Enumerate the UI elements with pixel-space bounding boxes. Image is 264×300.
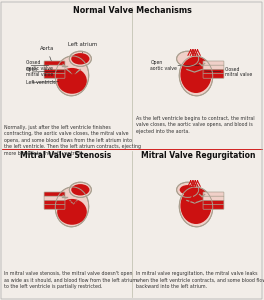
Text: Mitral Valve Stenosis: Mitral Valve Stenosis (20, 151, 112, 160)
Ellipse shape (57, 68, 87, 94)
Text: In mitral valve regurgitation, the mitral valve leaks
when the left ventricle co: In mitral valve regurgitation, the mitra… (136, 271, 264, 289)
FancyBboxPatch shape (203, 196, 224, 201)
FancyBboxPatch shape (203, 65, 224, 70)
Ellipse shape (180, 56, 211, 93)
FancyBboxPatch shape (203, 200, 224, 205)
FancyBboxPatch shape (44, 61, 65, 66)
Text: Left ventricle: Left ventricle (26, 80, 56, 85)
Ellipse shape (71, 184, 89, 196)
FancyBboxPatch shape (44, 192, 65, 197)
FancyBboxPatch shape (44, 205, 65, 209)
Ellipse shape (177, 51, 199, 66)
Ellipse shape (179, 56, 213, 96)
FancyBboxPatch shape (203, 205, 224, 209)
Ellipse shape (177, 182, 199, 197)
Text: Closed
mitral valve: Closed mitral valve (225, 67, 252, 77)
FancyBboxPatch shape (203, 192, 224, 197)
Text: Mitral Valve Regurgitation: Mitral Valve Regurgitation (141, 151, 255, 160)
Ellipse shape (69, 51, 91, 66)
Ellipse shape (180, 185, 196, 195)
FancyBboxPatch shape (44, 74, 65, 78)
Text: Aorta: Aorta (40, 46, 54, 61)
Text: As the left ventricle begins to contract, the mitral
valve closes, the aortic va: As the left ventricle begins to contract… (136, 116, 254, 134)
Text: Open
aortic valve: Open aortic valve (150, 60, 177, 71)
Text: Closed
aortic valve: Closed aortic valve (26, 60, 53, 71)
Text: In mitral valve stenosis, the mitral valve doesn't open
as wide as it should, an: In mitral valve stenosis, the mitral val… (4, 271, 137, 289)
Text: Left atrium: Left atrium (68, 42, 97, 53)
Ellipse shape (69, 182, 91, 197)
FancyBboxPatch shape (44, 69, 65, 74)
FancyBboxPatch shape (44, 65, 65, 70)
FancyBboxPatch shape (44, 200, 65, 205)
Text: Open
mitral valve: Open mitral valve (26, 67, 53, 77)
Ellipse shape (55, 56, 89, 96)
Ellipse shape (55, 187, 89, 227)
FancyBboxPatch shape (203, 69, 224, 74)
Ellipse shape (180, 188, 211, 224)
Ellipse shape (71, 53, 89, 64)
Ellipse shape (179, 187, 213, 227)
FancyBboxPatch shape (203, 74, 224, 78)
FancyBboxPatch shape (203, 61, 224, 66)
Text: Normally, just after the left ventricle finishes
contracting, the aortic valve c: Normally, just after the left ventricle … (4, 125, 141, 156)
FancyBboxPatch shape (44, 196, 65, 201)
Text: Normal Valve Mechanisms: Normal Valve Mechanisms (73, 6, 191, 15)
Ellipse shape (57, 199, 87, 225)
